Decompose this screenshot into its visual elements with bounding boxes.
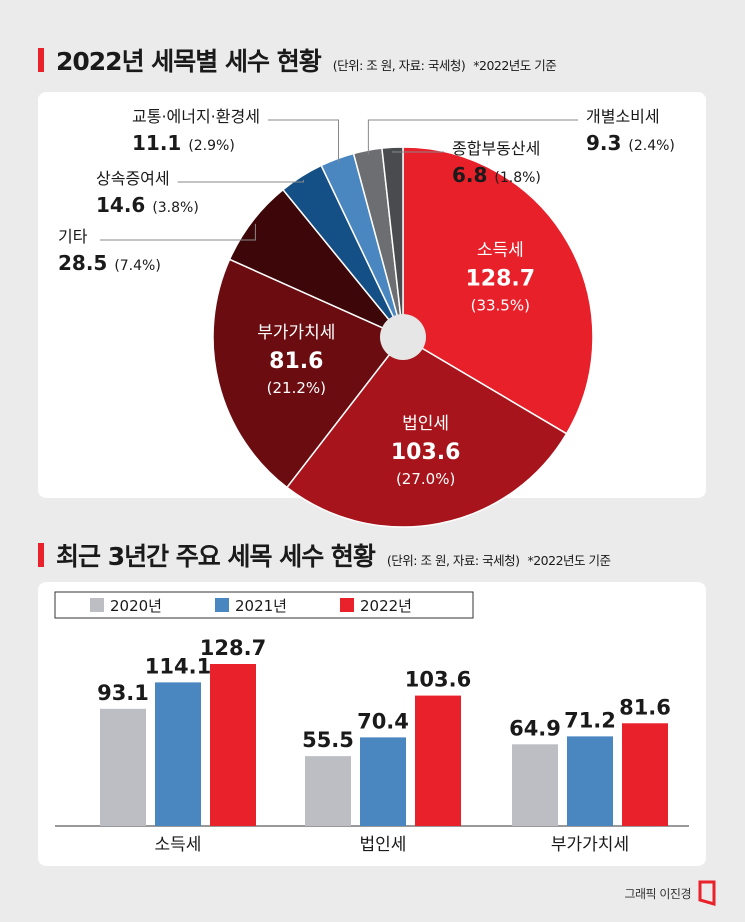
legend-swatch bbox=[90, 598, 104, 612]
legend-swatch bbox=[340, 598, 354, 612]
leader-line bbox=[177, 179, 305, 183]
callout-value-text: 14.6 (3.8%) bbox=[96, 193, 199, 217]
leader-line bbox=[267, 119, 340, 163]
bar-title: 최근 3년간 주요 세목 세수 현황 bbox=[56, 542, 376, 571]
bar-value-label: 103.6 bbox=[405, 668, 471, 692]
bar bbox=[360, 737, 406, 826]
callout-percent: (1.8%) bbox=[494, 170, 541, 186]
pie-title: 2022년 세목별 세수 현황 bbox=[56, 47, 322, 76]
slice-label: 소득세 bbox=[477, 241, 524, 261]
bar bbox=[210, 664, 256, 826]
slice-percent: (27.0%) bbox=[396, 470, 455, 488]
slice-percent: (21.2%) bbox=[267, 379, 326, 397]
leader-line bbox=[392, 151, 444, 153]
bar bbox=[567, 736, 613, 826]
bar-unit-note: (단위: 조 원, 자료: 국세청) bbox=[386, 553, 520, 568]
leader-line bbox=[367, 119, 578, 155]
callout-percent: (7.4%) bbox=[114, 258, 161, 274]
bar-chart-panel: 2020년 2021년 2022년 93.1 114.1 128.7 소득세 55.5 70.4… bbox=[38, 582, 706, 866]
bar-value-label: 64.9 bbox=[509, 716, 561, 740]
category-label: 부가가치세 bbox=[551, 835, 629, 855]
slice-value: 128.7 bbox=[465, 267, 535, 292]
bar-value-label: 114.1 bbox=[145, 654, 211, 678]
callout-value: 6.8 bbox=[452, 163, 494, 187]
callout-percent: (2.4%) bbox=[628, 138, 675, 154]
bar-value-label: 128.7 bbox=[200, 636, 266, 660]
slice-percent: (33.5%) bbox=[471, 297, 530, 315]
callout-value: 14.6 bbox=[96, 193, 152, 217]
callout-value: 9.3 bbox=[586, 131, 628, 155]
legend-box bbox=[54, 591, 474, 619]
callout-value-text: 6.8 (1.8%) bbox=[452, 163, 541, 187]
slice-value: 81.6 bbox=[269, 349, 323, 374]
leader-line bbox=[100, 223, 256, 241]
pie-slice bbox=[285, 336, 568, 528]
callout-value: 28.5 bbox=[58, 251, 114, 275]
callout-percent: (3.8%) bbox=[152, 200, 199, 216]
pie-basis-note: *2022년도 기준 bbox=[473, 58, 557, 73]
bar bbox=[415, 695, 461, 826]
callout-label: 개별소비세 bbox=[586, 107, 660, 126]
bar-value-label: 93.1 bbox=[97, 681, 149, 705]
category-label: 법인세 bbox=[360, 835, 407, 855]
bar-section-title: 최근 3년간 주요 세목 세수 현황 (단위: 조 원, 자료: 국세청) *2… bbox=[38, 537, 611, 573]
legend-swatch bbox=[215, 598, 229, 612]
bar bbox=[622, 723, 668, 826]
category-label: 소득세 bbox=[155, 835, 202, 855]
callout-value-text: 28.5 (7.4%) bbox=[58, 251, 161, 275]
bar-value-label: 71.2 bbox=[564, 708, 616, 732]
bar-value-label: 70.4 bbox=[357, 709, 409, 733]
slice-label: 부가가치세 bbox=[257, 323, 335, 343]
bar-value-label: 81.6 bbox=[619, 695, 671, 719]
pie-section-title: 2022년 세목별 세수 현황 (단위: 조 원, 자료: 국세청) *2022… bbox=[38, 42, 557, 78]
bar bbox=[100, 708, 146, 826]
title-accent-bar bbox=[38, 543, 44, 567]
callout-label: 교통·에너지·환경세 bbox=[132, 107, 260, 126]
callout-label: 종합부동산세 bbox=[452, 139, 540, 158]
callout-value-text: 9.3 (2.4%) bbox=[586, 131, 675, 155]
bar bbox=[512, 744, 558, 826]
callout-label: 상속증여세 bbox=[96, 169, 170, 188]
title-accent-bar bbox=[38, 48, 44, 72]
bar-value-label: 55.5 bbox=[302, 728, 354, 752]
logo-icon bbox=[698, 880, 716, 906]
bar bbox=[305, 756, 351, 826]
pie-unit-note: (단위: 조 원, 자료: 국세청) bbox=[332, 58, 466, 73]
slice-label: 법인세 bbox=[402, 414, 449, 434]
callout-value: 11.1 bbox=[132, 131, 188, 155]
footer: 그래픽 이진경 bbox=[624, 880, 717, 906]
pie-center-hole bbox=[380, 314, 426, 360]
pie-slice bbox=[402, 146, 594, 435]
pie-slice bbox=[381, 146, 404, 338]
callout-label: 기타 bbox=[58, 227, 88, 246]
callout-percent: (2.9%) bbox=[188, 138, 235, 154]
bar bbox=[155, 682, 201, 826]
graphic-credit: 그래픽 이진경 bbox=[624, 886, 691, 901]
legend-label: 2021년 bbox=[235, 597, 287, 615]
pie-chart: 소득세 128.7 (33.5%) 법인세 103.6 (27.0%) 부가가치세 81.6 (… bbox=[58, 107, 675, 528]
legend-label: 2020년 bbox=[110, 597, 162, 615]
bar-basis-note: *2022년도 기준 bbox=[527, 553, 611, 568]
pie-chart-panel: 소득세 128.7 (33.5%) 법인세 103.6 (27.0%) 부가가치세 81.6 (… bbox=[38, 92, 706, 528]
legend-label: 2022년 bbox=[360, 597, 412, 615]
slice-value: 103.6 bbox=[391, 440, 461, 465]
callout-value-text: 11.1 (2.9%) bbox=[132, 131, 235, 155]
